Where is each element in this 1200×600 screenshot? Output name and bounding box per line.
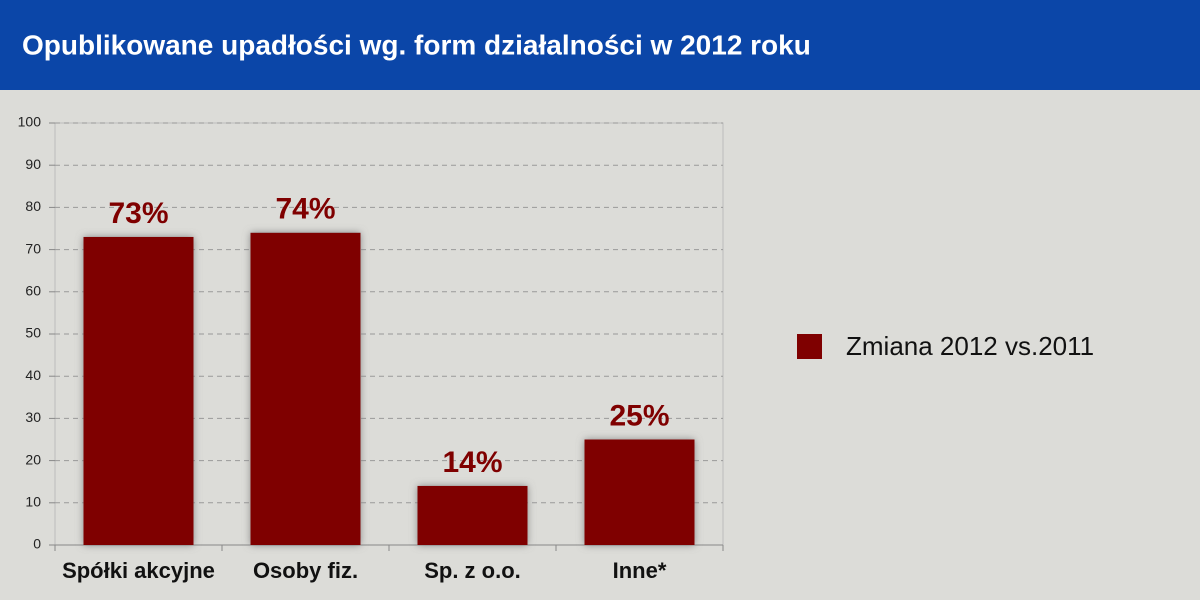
- x-tick-label: Osoby fiz.: [253, 558, 358, 583]
- bar: [83, 236, 194, 545]
- data-label: 14%: [442, 446, 502, 479]
- y-tick-label: 50: [25, 325, 41, 341]
- y-tick-label: 10: [25, 494, 41, 510]
- y-tick-label: 90: [25, 156, 41, 172]
- y-tick-label: 0: [33, 536, 41, 552]
- data-label: 25%: [609, 399, 669, 432]
- y-tick-label: 60: [25, 283, 41, 299]
- bar: [584, 439, 695, 545]
- legend-swatch: [797, 334, 822, 359]
- x-tick-label: Spółki akcyjne: [62, 558, 215, 583]
- y-tick-label: 70: [25, 240, 41, 256]
- y-tick-label: 30: [25, 409, 41, 425]
- data-label: 74%: [275, 193, 335, 226]
- y-tick-label: 100: [18, 114, 42, 130]
- x-tick-label: Sp. z o.o.: [424, 558, 521, 583]
- y-tick-label: 40: [25, 367, 41, 383]
- title-banner: [0, 0, 1200, 90]
- y-tick-label: 80: [25, 198, 41, 214]
- chart-title: Opublikowane upadłości wg. form działaln…: [22, 29, 811, 60]
- bar: [417, 485, 528, 545]
- y-tick-label: 20: [25, 451, 41, 467]
- data-label: 73%: [108, 197, 168, 230]
- bar: [250, 232, 361, 545]
- legend-label: Zmiana 2012 vs.2011: [846, 331, 1094, 361]
- x-tick-label: Inne*: [613, 558, 667, 583]
